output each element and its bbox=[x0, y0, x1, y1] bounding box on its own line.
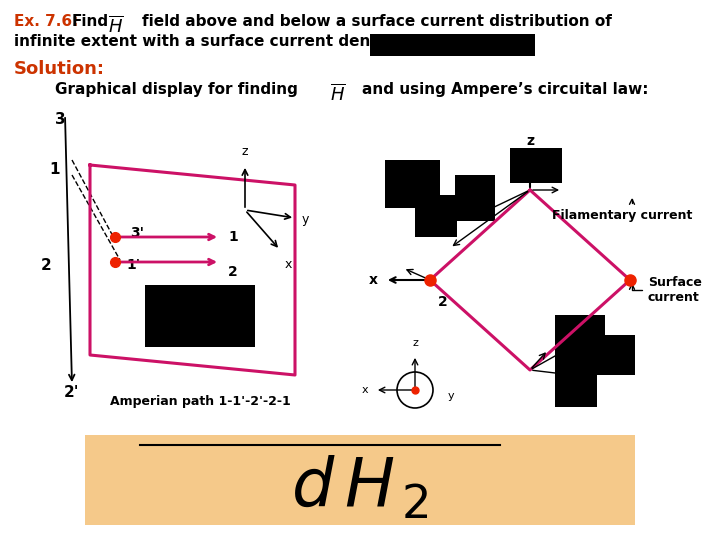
Text: 1: 1 bbox=[50, 162, 60, 177]
Text: $\mathit{d}\,\mathit{H}_{\,2}$: $\mathit{d}\,\mathit{H}_{\,2}$ bbox=[291, 455, 429, 522]
Bar bbox=[510, 148, 562, 183]
Text: Ex. 7.6:: Ex. 7.6: bbox=[14, 14, 78, 29]
Text: 2: 2 bbox=[228, 265, 238, 279]
Text: Surface
current: Surface current bbox=[629, 276, 702, 304]
Text: Graphical display for finding: Graphical display for finding bbox=[55, 82, 298, 97]
Text: Amperian path 1-1'-2'-2-1: Amperian path 1-1'-2'-2-1 bbox=[110, 395, 291, 408]
Bar bbox=[595, 335, 635, 375]
Text: z: z bbox=[412, 338, 418, 348]
Bar bbox=[385, 160, 440, 208]
Text: x: x bbox=[361, 385, 368, 395]
Text: z: z bbox=[526, 134, 534, 148]
Text: 1': 1' bbox=[126, 258, 140, 272]
Text: 2': 2' bbox=[64, 385, 79, 400]
Bar bbox=[370, 34, 535, 56]
Text: 2: 2 bbox=[438, 295, 448, 309]
Text: y: y bbox=[448, 391, 454, 401]
Bar bbox=[145, 285, 255, 347]
Text: Filamentary current: Filamentary current bbox=[552, 199, 693, 221]
Text: 1: 1 bbox=[228, 230, 238, 244]
Bar bbox=[555, 315, 605, 363]
Text: and using Ampere’s circuital law:: and using Ampere’s circuital law: bbox=[362, 82, 649, 97]
Text: 3': 3' bbox=[130, 226, 144, 240]
Bar bbox=[455, 175, 495, 221]
Text: z: z bbox=[242, 145, 248, 158]
Text: $\overline{H}$: $\overline{H}$ bbox=[330, 84, 346, 105]
Text: 2: 2 bbox=[41, 258, 52, 273]
Text: x: x bbox=[285, 258, 292, 271]
Bar bbox=[85, 435, 635, 525]
Text: field above and below a surface current distribution of: field above and below a surface current … bbox=[142, 14, 612, 29]
Text: $\overline{H}$: $\overline{H}$ bbox=[108, 16, 124, 37]
Text: infinite extent with a surface current density: infinite extent with a surface current d… bbox=[14, 34, 402, 49]
Text: Solution:: Solution: bbox=[14, 60, 105, 78]
Text: y: y bbox=[302, 213, 310, 226]
Text: 3: 3 bbox=[55, 112, 66, 127]
Text: Find: Find bbox=[72, 14, 109, 29]
Text: x: x bbox=[369, 273, 378, 287]
Bar bbox=[415, 195, 457, 237]
Bar bbox=[555, 355, 597, 407]
